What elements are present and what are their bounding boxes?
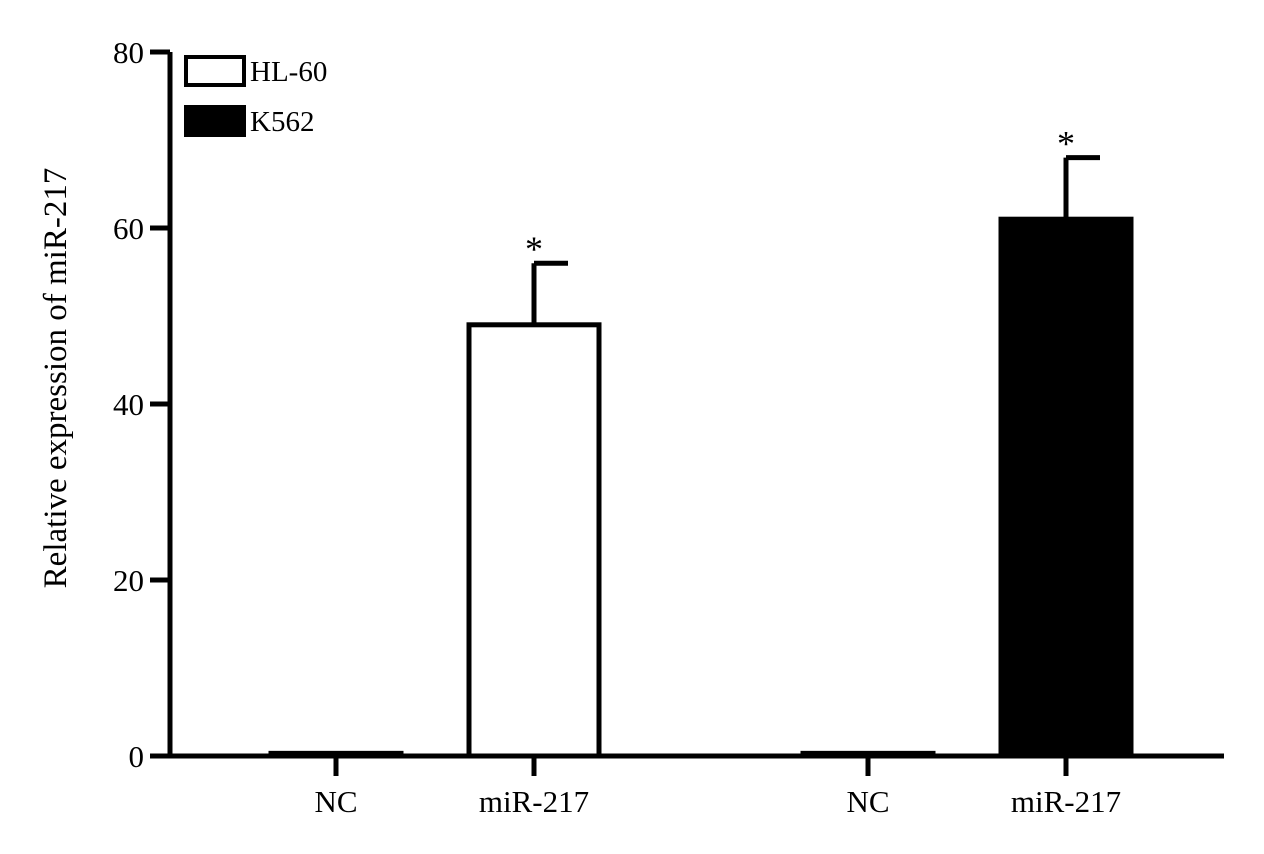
legend-swatch [184, 55, 246, 87]
x-tick-label: miR-217 [479, 784, 589, 819]
legend-label: K562 [250, 106, 314, 138]
y-axis-label: Relative expression of miR-217 [38, 168, 74, 589]
bar [268, 750, 404, 759]
bar [800, 750, 936, 759]
y-tick-label: 40 [113, 387, 144, 422]
x-tick-label: NC [314, 784, 357, 819]
x-tick-label: NC [846, 784, 889, 819]
legend-swatch [184, 105, 246, 137]
x-tick-label: miR-217 [1011, 784, 1121, 819]
legend-label: HL-60 [250, 56, 327, 88]
y-tick-label: 0 [129, 739, 145, 774]
bar [998, 216, 1134, 759]
significance-label: * [525, 229, 543, 269]
legend: HL-60 K562 [184, 55, 327, 138]
y-tick-label: 80 [113, 35, 144, 70]
y-tick-label: 20 [113, 563, 144, 598]
bar [466, 322, 602, 759]
y-tick-label: 60 [113, 211, 144, 246]
significance-label: * [1057, 124, 1075, 164]
